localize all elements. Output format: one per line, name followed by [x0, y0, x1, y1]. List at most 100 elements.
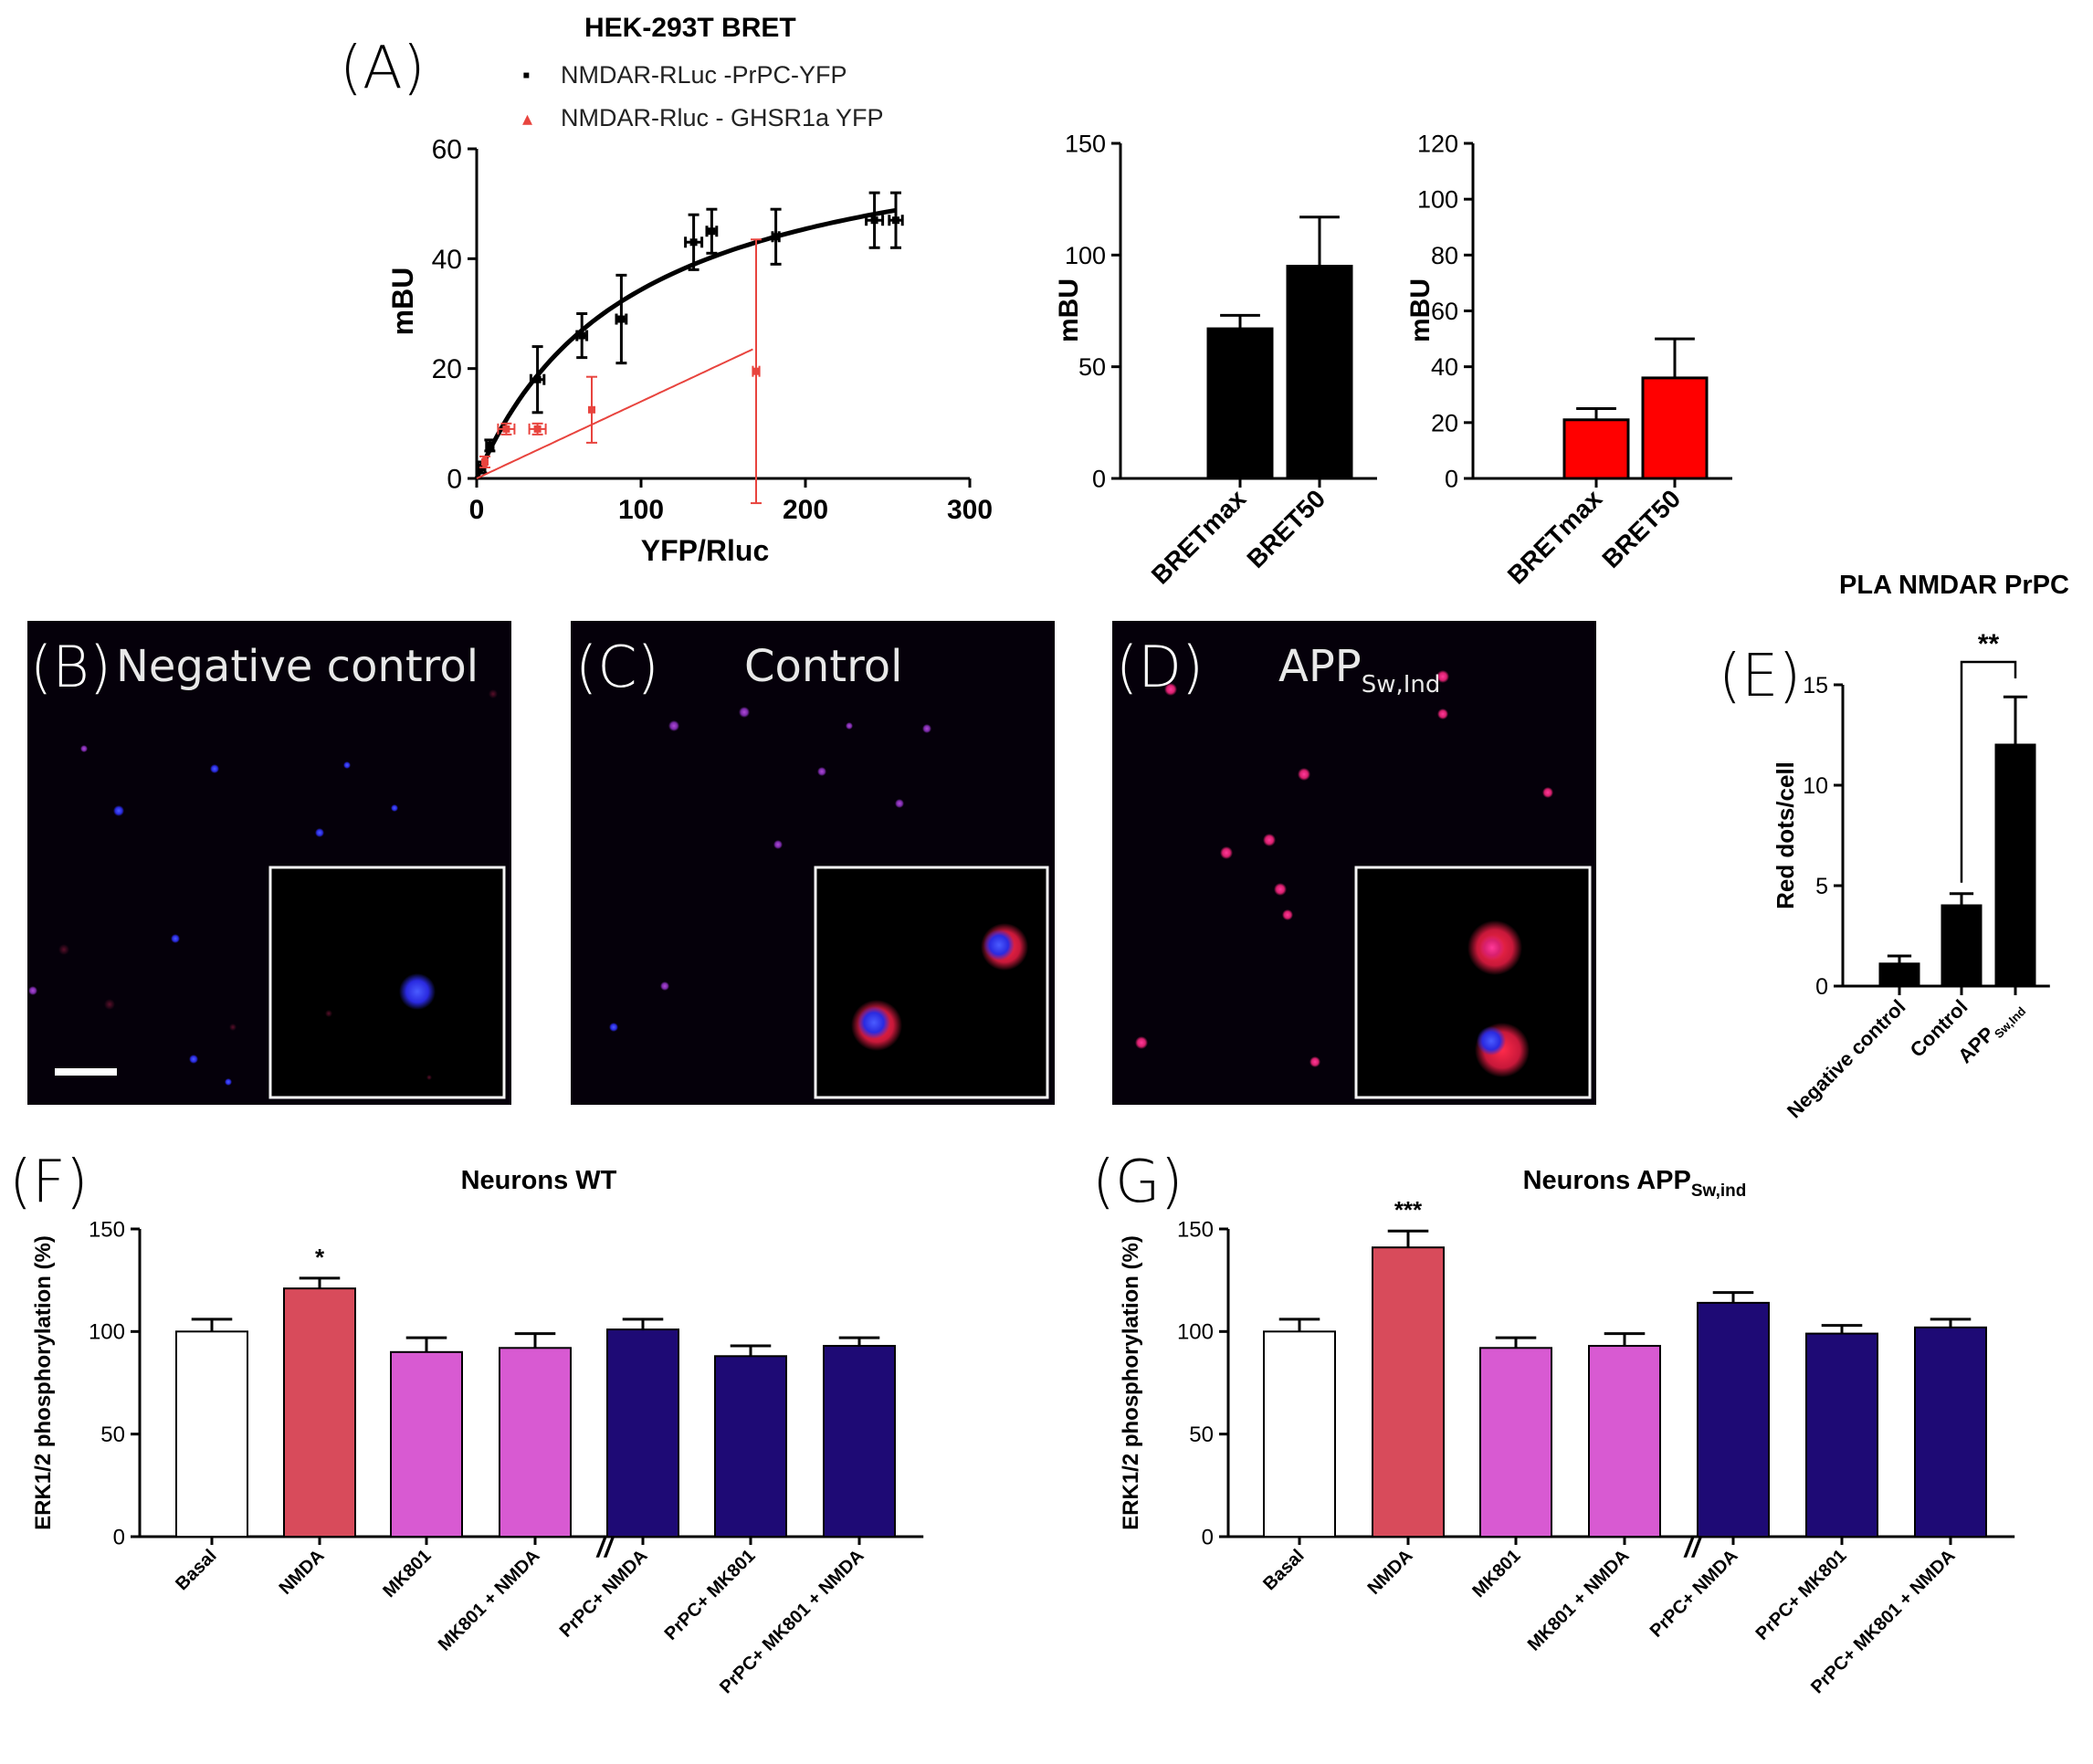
category-label: MK801 + NMDA	[435, 1546, 544, 1655]
category-label: NMDA	[1364, 1546, 1417, 1599]
data-point	[772, 233, 780, 241]
bar	[1805, 1332, 1878, 1538]
data-point	[870, 216, 878, 225]
micrograph-d-inset	[1354, 866, 1592, 1099]
y-tick-label: 150	[1177, 1217, 1214, 1242]
data-point	[689, 238, 698, 247]
bar	[390, 1350, 463, 1538]
bar	[1914, 1326, 1987, 1538]
fit-line-red	[476, 348, 753, 479]
y-tick-label: 5	[1815, 874, 1828, 899]
micrograph-d-dots	[1135, 670, 1553, 1067]
bar	[1263, 1330, 1336, 1538]
bar	[1940, 904, 1983, 988]
bar	[1588, 1345, 1661, 1538]
chart-title: PLA NMDAR PrPC	[1839, 571, 2069, 600]
y-axis-label: Red dots/cell	[1772, 761, 1799, 909]
y-tick-label: 100	[1065, 242, 1106, 269]
x-axis-label: YFP/Rluc	[641, 534, 769, 567]
y-axis-label: ERK1/2 phosphorylation (%)	[31, 1235, 56, 1530]
significance-stars: ***	[1394, 1196, 1423, 1223]
data-point	[502, 425, 510, 433]
chart-title: Neurons APPSw,ind	[1523, 1166, 1747, 1201]
bar	[1372, 1246, 1445, 1538]
bar	[606, 1328, 679, 1538]
chart-title: Neurons WT	[461, 1166, 617, 1195]
bar	[283, 1287, 356, 1538]
micrograph-c-title: Control	[744, 641, 903, 692]
y-tick-label: 0	[113, 1525, 125, 1549]
y-tick-label: 100	[89, 1320, 125, 1345]
category-label: NMDA	[276, 1546, 329, 1599]
category-label-text: BRET50	[1241, 484, 1330, 573]
significance-bracket	[1960, 660, 2017, 883]
inset-b-dot	[399, 973, 436, 1010]
category-label: Negative control	[1783, 995, 1910, 1123]
data-point	[588, 405, 595, 414]
y-tick-label: 0	[1445, 465, 1458, 492]
y-tick-label: 10	[1803, 773, 1828, 799]
category-label: BRET50	[1596, 484, 1686, 573]
y-axis-label: mBU	[386, 268, 419, 336]
data-point	[533, 425, 542, 433]
y-tick-label: 120	[1417, 130, 1458, 157]
bar	[823, 1345, 896, 1538]
micrograph-b-inset	[268, 866, 506, 1099]
data-point	[617, 315, 626, 323]
data-point	[533, 375, 542, 383]
scale-bar	[55, 1068, 117, 1076]
panel-label-c: (C)	[575, 634, 659, 700]
y-tick-label: 40	[432, 245, 462, 275]
panel-label-a: (A)	[340, 35, 426, 102]
y-tick-label: 0	[447, 465, 462, 495]
data-point	[708, 227, 716, 236]
panel-label-d: (D)	[1116, 634, 1204, 700]
category-label: Basal	[1259, 1546, 1308, 1594]
y-tick-label: 50	[100, 1423, 125, 1447]
y-tick-label: 60	[432, 135, 462, 165]
x-tick-label: 300	[947, 495, 993, 525]
bar	[175, 1330, 248, 1538]
panel-label-f: (F)	[9, 1149, 89, 1216]
category-label-text: Negative control	[1783, 995, 1910, 1123]
panel-label-e: (E)	[1719, 643, 1801, 710]
chart-title-main: Neurons WT	[461, 1166, 617, 1195]
micrograph-d: (D) APPSw,Ind	[1112, 621, 1596, 1105]
bar	[1286, 265, 1353, 480]
category-label: Basal	[172, 1546, 220, 1594]
micrograph-b-dots	[28, 689, 498, 1086]
y-tick-label: 15	[1803, 673, 1828, 698]
micrograph-d-title: APPSw,Ind	[1278, 641, 1440, 698]
chart-title-sub: Sw,ind	[1691, 1181, 1747, 1201]
data-point	[578, 331, 586, 340]
y-tick-label: 0	[1202, 1525, 1214, 1549]
category-label: BRET50	[1241, 484, 1330, 573]
x-tick-label: 0	[469, 495, 485, 525]
micrograph-c: (C) Control	[571, 621, 1055, 1105]
y-tick-label: 100	[1417, 186, 1458, 214]
legend-symbol-black: ▪	[522, 63, 531, 88]
bar	[1994, 743, 2036, 988]
y-tick-label: 60	[1431, 298, 1458, 325]
saturation-chart: 0 20 40 60 0 100 200 300 YFP/Rluc mBU	[386, 135, 993, 568]
bar	[1562, 418, 1630, 480]
significance-stars: *	[315, 1244, 325, 1271]
category-label: MK801	[1468, 1546, 1524, 1601]
y-tick-label: 80	[1431, 242, 1458, 269]
fit-line-black	[474, 207, 897, 479]
category-label-text: BRETmax	[1146, 484, 1252, 590]
micrograph-b-title: Negative control	[116, 641, 479, 692]
micrograph-d-title-main: APP	[1278, 641, 1362, 692]
data-point	[752, 367, 760, 375]
category-label-text: BRET50	[1596, 484, 1686, 573]
category-label: BRETmax	[1502, 484, 1608, 590]
legend-text-red: NMDAR-Rluc - GHSR1a YFP	[561, 104, 884, 131]
x-tick-label: 100	[618, 495, 664, 525]
y-tick-label: 20	[1431, 409, 1458, 436]
erk-app-chart: 0 50 100 150 Neurons APPSw,ind ERK1/2 phospho…	[1119, 1166, 2015, 1697]
y-tick-label: 100	[1177, 1320, 1214, 1345]
chart-title-main: Neurons APP	[1523, 1166, 1691, 1195]
